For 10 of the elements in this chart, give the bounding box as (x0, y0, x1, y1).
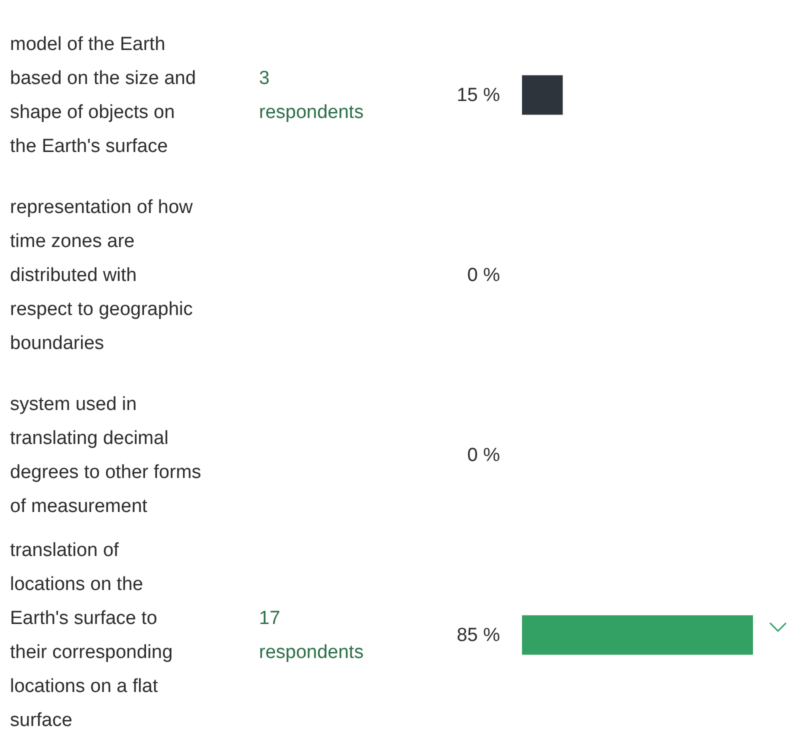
data-label: 85 % (456, 625, 500, 646)
text: 17 respondents (259, 608, 364, 663)
y-tick-label: model of the Earth based on the size and shape of objects on the Earth's surface (10, 34, 196, 157)
y-tick-label: representation of how time zones are distributed with respect to geographic boundaries (10, 197, 194, 354)
data-label: 0 % (467, 265, 500, 286)
text: 3 respondents (259, 68, 364, 123)
data-label: 0 % (467, 445, 500, 466)
y-tick-label: system used in translating decimal degrees to other forms of measurement (10, 394, 202, 517)
data-label: 15 % (456, 85, 500, 106)
y-tick-label: translation of locations on the Earth's surface to their corresponding locations on a flat surface (10, 540, 173, 731)
